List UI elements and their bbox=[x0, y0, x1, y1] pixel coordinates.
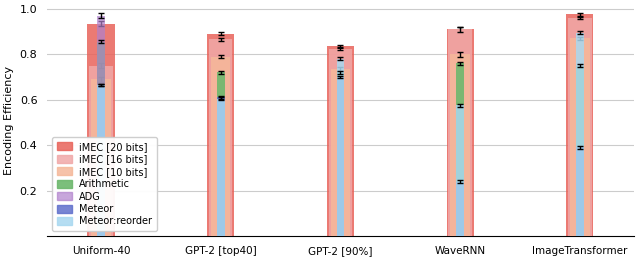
Bar bbox=[456, 181, 464, 236]
Bar bbox=[97, 42, 105, 236]
Bar bbox=[217, 98, 225, 236]
Bar bbox=[576, 33, 584, 236]
Bar bbox=[568, 18, 591, 236]
Bar bbox=[576, 66, 584, 236]
Bar bbox=[97, 85, 105, 236]
Bar bbox=[217, 73, 225, 236]
Bar bbox=[211, 56, 230, 236]
Bar bbox=[217, 99, 225, 236]
Bar bbox=[456, 105, 464, 236]
Bar bbox=[329, 49, 352, 236]
Bar bbox=[570, 38, 589, 236]
Bar bbox=[327, 46, 354, 236]
Bar bbox=[337, 59, 344, 236]
Bar bbox=[209, 40, 232, 236]
Bar bbox=[88, 24, 115, 236]
Bar bbox=[576, 147, 584, 236]
Legend: iMEC [20 bits], iMEC [16 bits], iMEC [10 bits], Arithmetic, ADG, Meteor, Meteor:: iMEC [20 bits], iMEC [16 bits], iMEC [10… bbox=[52, 137, 157, 231]
Bar bbox=[337, 77, 344, 236]
Bar bbox=[566, 15, 593, 236]
Y-axis label: Encoding Efficiency: Encoding Efficiency bbox=[4, 66, 14, 175]
Bar bbox=[92, 79, 111, 236]
Bar bbox=[337, 73, 344, 236]
Bar bbox=[207, 34, 234, 236]
Bar bbox=[97, 85, 105, 236]
Bar bbox=[449, 29, 472, 236]
Bar bbox=[451, 54, 470, 236]
Bar bbox=[97, 16, 105, 236]
Bar bbox=[90, 66, 113, 236]
Bar bbox=[331, 69, 350, 236]
Bar bbox=[447, 29, 474, 236]
Bar bbox=[456, 63, 464, 236]
